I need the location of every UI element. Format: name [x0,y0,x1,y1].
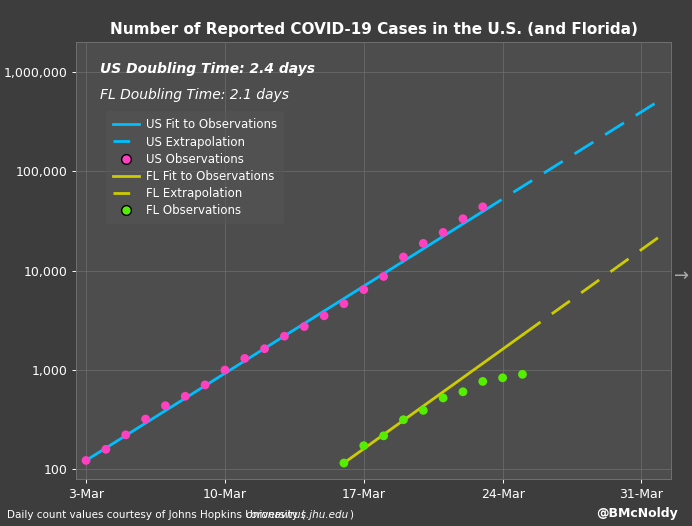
Point [279,332,290,340]
Point [398,416,409,424]
Point [378,432,389,440]
Point [457,388,468,396]
Text: ): ) [349,510,354,520]
Title: Number of Reported COVID-19 Cases in the U.S. (and Florida): Number of Reported COVID-19 Cases in the… [110,22,637,37]
Point [457,215,468,223]
Point [199,381,210,389]
Point [437,394,448,402]
Point [338,299,349,308]
Point [100,445,111,453]
Point [120,431,131,439]
Point [418,239,429,248]
Point [497,373,508,382]
Point [299,322,310,331]
Point [517,370,528,379]
Text: US Doubling Time: 2.4 days: US Doubling Time: 2.4 days [100,62,315,76]
Point [140,415,151,423]
Legend: US Fit to Observations, US Extrapolation, US Observations, FL Fit to Observation: US Fit to Observations, US Extrapolation… [106,112,284,224]
Point [180,392,191,400]
Point [398,253,409,261]
Text: →: → [674,267,689,285]
Point [358,441,370,450]
Point [80,456,91,464]
Point [160,401,171,410]
Text: Daily count values courtesy of Johns Hopkins University (: Daily count values courtesy of Johns Hop… [7,510,305,520]
Point [239,354,251,362]
Point [318,311,329,320]
Text: @BMcNoldy: @BMcNoldy [597,507,678,520]
Point [477,377,489,386]
Point [358,286,370,294]
Point [378,272,389,281]
Text: coronavirus.jhu.edu: coronavirus.jhu.edu [246,510,349,520]
Point [338,459,349,467]
Point [259,345,270,353]
Point [219,366,230,374]
Point [477,203,489,211]
Point [437,228,448,237]
Text: FL Doubling Time: 2.1 days: FL Doubling Time: 2.1 days [100,88,289,102]
Point [418,406,429,414]
